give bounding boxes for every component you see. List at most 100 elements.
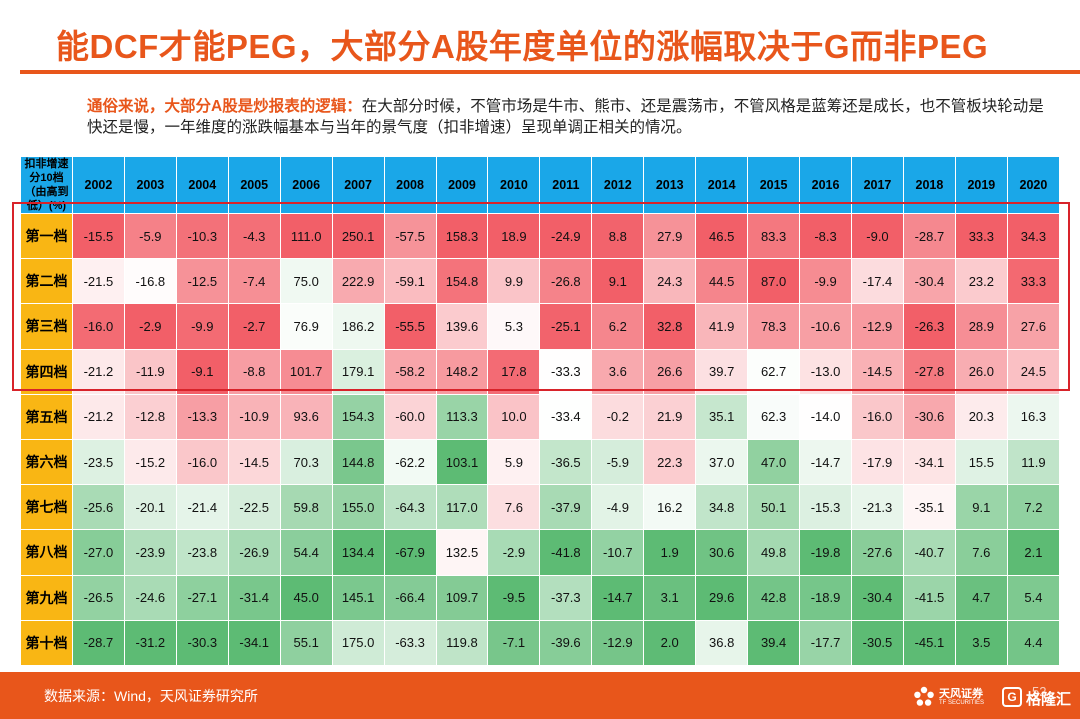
return-cell: 47.0	[747, 438, 801, 486]
return-cell: 154.3	[331, 393, 385, 440]
year-header-2020: 2020	[1006, 156, 1061, 214]
return-cell: -15.3	[799, 484, 852, 531]
return-cell: -27.6	[851, 529, 904, 576]
year-header-2015: 2015	[747, 156, 801, 214]
return-cell: 101.7	[279, 348, 333, 395]
return-cell: 20.3	[954, 393, 1008, 440]
year-header-2019: 2019	[954, 156, 1008, 214]
return-cell: -7.1	[487, 619, 541, 666]
return-cell: -41.8	[539, 529, 593, 576]
return-cell: 186.2	[331, 303, 385, 350]
return-cell: 78.3	[747, 303, 801, 350]
return-cell: 32.8	[643, 303, 697, 350]
return-cell: 70.3	[279, 438, 333, 486]
return-cell: 179.1	[331, 348, 385, 395]
return-cell: -8.8	[227, 348, 281, 395]
return-cell: 46.5	[695, 212, 749, 260]
return-cell: 5.9	[487, 438, 541, 486]
return-cell: -14.0	[799, 393, 852, 440]
return-cell: 175.0	[331, 619, 385, 666]
table-row: 第七档 -25.6 -20.1 -21.4 -22.5 59.8 155.0 -64.3 117…	[20, 484, 1061, 531]
return-cell: 222.9	[331, 258, 385, 305]
return-cell: 49.8	[747, 529, 801, 576]
return-cell: 111.0	[279, 212, 333, 260]
return-cell: -26.3	[902, 303, 956, 350]
return-cell: -0.2	[591, 393, 645, 440]
return-cell: -16.0	[71, 303, 125, 350]
return-cell: -58.2	[383, 348, 437, 395]
return-cell: 1.9	[643, 529, 697, 576]
return-cell: 9.1	[591, 258, 645, 305]
footer-bar	[0, 672, 1080, 719]
return-cell: -21.4	[175, 484, 229, 531]
return-cell: -2.9	[123, 303, 177, 350]
return-cell: -28.7	[902, 212, 956, 260]
return-cell: 5.3	[487, 303, 541, 350]
return-cell: 10.0	[487, 393, 541, 440]
return-cell: 119.8	[435, 619, 489, 666]
data-source-note: 数据来源：Wind，天风证券研究所	[44, 688, 258, 704]
return-cell: 16.3	[1006, 393, 1061, 440]
return-cell: -10.9	[227, 393, 281, 440]
return-cell: 15.5	[954, 438, 1008, 486]
return-cell: 39.4	[747, 619, 801, 666]
corner-label-line: （由高到低）(%)	[24, 186, 69, 212]
watermark-g-icon: G	[1002, 687, 1022, 707]
return-cell: -37.3	[539, 574, 593, 621]
return-cell: 62.7	[747, 348, 801, 395]
return-cell: -16.0	[851, 393, 904, 440]
return-cell: -5.9	[123, 212, 177, 260]
table-row: 第三档 -16.0 -2.9 -9.9 -2.7 76.9 186.2 -55.5 139.6 5…	[20, 303, 1061, 350]
year-header-2002: 2002	[71, 156, 125, 214]
return-cell: -22.5	[227, 484, 281, 531]
flower-icon	[914, 686, 934, 706]
table-header-row: 扣非增速分10档 （由高到低）(%) 2002 2003 2004 2005 2006 20…	[20, 156, 1061, 214]
return-cell: -55.5	[383, 303, 437, 350]
return-cell: -14.5	[227, 438, 281, 486]
return-cell: -15.5	[71, 212, 125, 260]
return-cell: 5.4	[1006, 574, 1061, 621]
return-cell: 148.2	[435, 348, 489, 395]
return-cell: 144.8	[331, 438, 385, 486]
table-row: 第十档 -28.7 -31.2 -30.3 -34.1 55.1 175.0 -63.3 119…	[20, 619, 1061, 666]
return-cell: 39.7	[695, 348, 749, 395]
return-cell: 3.1	[643, 574, 697, 621]
return-cell: 30.6	[695, 529, 749, 576]
tier-label: 第七档	[20, 484, 73, 531]
year-header-2009: 2009	[435, 156, 489, 214]
return-cell: 109.7	[435, 574, 489, 621]
return-cell: -8.3	[799, 212, 852, 260]
table-row: 第八档 -27.0 -23.9 -23.8 -26.9 54.4 134.4 -67.9 132…	[20, 529, 1061, 576]
return-cell: 16.2	[643, 484, 697, 531]
return-cell: -13.3	[175, 393, 229, 440]
return-cell: -10.7	[591, 529, 645, 576]
return-cell: 9.9	[487, 258, 541, 305]
return-cell: 7.2	[1006, 484, 1061, 531]
year-header-2003: 2003	[123, 156, 177, 214]
return-cell: 22.3	[643, 438, 697, 486]
return-cell: -30.4	[851, 574, 904, 621]
logo-cn-text: 天风证券	[939, 688, 983, 700]
return-cell: 4.4	[1006, 619, 1061, 666]
return-cell: -13.0	[799, 348, 852, 395]
year-header-2014: 2014	[695, 156, 749, 214]
return-cell: -66.4	[383, 574, 437, 621]
table-body: 第一档 -15.5 -5.9 -10.3 -4.3 111.0 250.1 -57.5 158.…	[20, 212, 1061, 666]
return-cell: -9.9	[175, 303, 229, 350]
return-cell: -2.7	[227, 303, 281, 350]
return-cell: 76.9	[279, 303, 333, 350]
return-cell: -15.2	[123, 438, 177, 486]
return-cell: 139.6	[435, 303, 489, 350]
return-cell: -12.5	[175, 258, 229, 305]
return-cell: 34.3	[1006, 212, 1061, 260]
return-cell: 4.7	[954, 574, 1008, 621]
return-cell: -9.5	[487, 574, 541, 621]
page-number: 52	[1032, 684, 1047, 699]
return-cell: -18.9	[799, 574, 852, 621]
return-cell: 154.8	[435, 258, 489, 305]
return-cell: -2.9	[487, 529, 541, 576]
return-cell: 42.8	[747, 574, 801, 621]
table-row: 第六档 -23.5 -15.2 -16.0 -14.5 70.3 144.8 -62.2 103…	[20, 438, 1061, 486]
return-cell: -14.5	[851, 348, 904, 395]
tier-label: 第一档	[20, 212, 73, 260]
